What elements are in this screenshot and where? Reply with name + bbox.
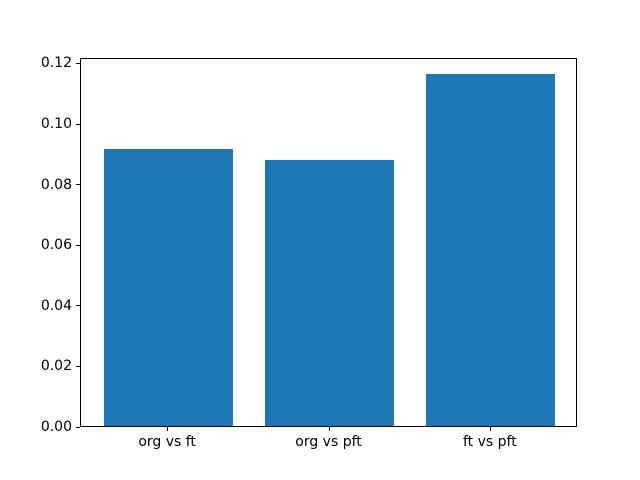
y-tick-mark [76, 244, 80, 246]
y-tick-label: 0.08 [40, 176, 72, 193]
plot-area [80, 58, 577, 427]
bar-org-vs-ft [103, 149, 233, 426]
x-tick-label: ft vs pft [463, 434, 517, 450]
y-tick-label: 0.06 [40, 237, 72, 254]
x-tick-label: org vs ft [138, 434, 196, 450]
x-tick-label: org vs pft [295, 434, 362, 450]
y-tick-label: 0.10 [40, 116, 72, 133]
y-tick-mark [76, 305, 80, 307]
y-tick-label: 0.04 [40, 297, 72, 314]
y-tick-mark [76, 62, 80, 64]
y-tick-mark [76, 365, 80, 367]
x-tick-mark [167, 427, 169, 431]
x-tick-mark [328, 427, 330, 431]
bar-ft-vs-pft [426, 73, 556, 426]
y-tick-label: 0.02 [40, 358, 72, 375]
y-tick-label: 0.12 [40, 55, 72, 72]
y-tick-mark [76, 426, 80, 428]
y-tick-mark [76, 123, 80, 125]
y-tick-label: 0.00 [40, 419, 72, 435]
bar-org-vs-pft [264, 160, 395, 426]
y-tick-mark [76, 184, 80, 186]
x-tick-mark [489, 427, 491, 431]
